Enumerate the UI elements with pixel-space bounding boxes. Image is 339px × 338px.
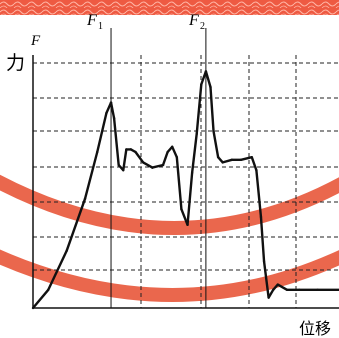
series-0-segment-30 [239, 155, 253, 162]
series-0-segment-14 [151, 163, 165, 169]
series-0-segment-25 [209, 85, 215, 133]
series-0-segment-15 [161, 150, 169, 167]
series-0-segment-19 [180, 207, 189, 227]
series-0-segment-37 [276, 283, 289, 291]
series-0-segment-1 [47, 249, 68, 291]
series-0-segment-22 [195, 83, 203, 136]
y-axis-symbol: F [30, 33, 41, 49]
series-0-segment-26 [212, 129, 220, 159]
red-arc-band-lower [0, 249, 339, 302]
y-axis-label: 力 [6, 52, 25, 74]
series-0-segment-21 [190, 132, 198, 175]
series-0-segment-7 [112, 116, 120, 167]
red-arc-band-upper [0, 174, 339, 235]
series-0-segment-13 [141, 161, 154, 169]
series-0-segment-9 [122, 148, 128, 172]
series-0-segment-35 [267, 288, 275, 299]
annotation-f2-label: F [188, 12, 199, 29]
series-0-segment-17 [171, 145, 179, 159]
annotation-f2-subscript: 2 [200, 21, 205, 32]
series-0-segment-4 [96, 111, 108, 154]
series-0-segment-20 [186, 171, 194, 227]
annotation-f1: F 1 [86, 12, 103, 32]
series-0-segment-2 [65, 197, 87, 253]
series [31, 70, 339, 310]
series-0-segment-32 [255, 168, 263, 219]
axes [32, 55, 339, 309]
series-0-segment-3 [83, 150, 99, 201]
series-0-segment-31 [250, 155, 258, 172]
x-axis-label: 位移 [299, 319, 331, 338]
annotation-f1-subscript: 1 [98, 21, 103, 32]
annotation-f2: F 2 [188, 12, 205, 32]
grid [33, 55, 339, 308]
series-0-segment-23 [200, 70, 208, 86]
series-0-segment-24 [204, 70, 212, 89]
annotation-f1-label: F [86, 12, 97, 29]
series-0-segment-18 [175, 155, 183, 211]
series-0-segment-0 [31, 288, 50, 310]
series-0-segment-6 [109, 101, 116, 120]
series-0-segment-28 [221, 158, 234, 164]
series-0-segment-12 [134, 150, 145, 164]
series-0-segment-34 [262, 260, 270, 299]
wavy-pattern-icon [0, 0, 339, 15]
series-0-segment-33 [259, 215, 266, 263]
